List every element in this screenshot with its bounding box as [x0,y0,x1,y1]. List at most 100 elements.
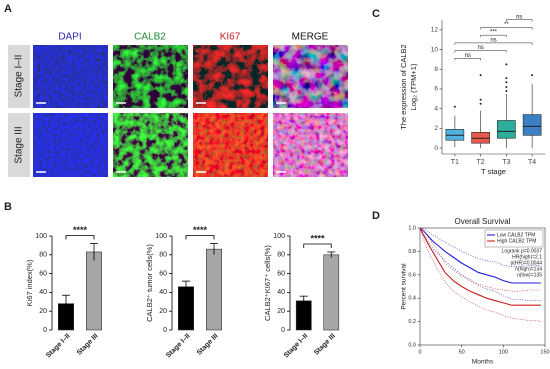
micrographs [33,45,348,177]
micrograph [193,45,268,108]
bar [323,254,340,331]
row-label: Stage I–II [14,55,25,98]
comparison-label: ns [465,53,471,59]
outlier [505,81,508,84]
x-tick-label: 100 [499,349,508,355]
y-tick-label: 4 [434,105,438,112]
y-tick-label: 0.6 [408,272,416,278]
y-axis-label: Percent survival [401,263,408,310]
scale-bars [36,102,286,173]
y-tick-label: 40 [39,289,47,296]
annotation: n(high)=134 [515,266,542,272]
bar [86,251,103,331]
y-tick-label: 0.2 [408,319,416,325]
outlier [505,63,508,66]
channel-label: KI67 [220,32,241,43]
box [522,114,542,136]
outlier [505,77,508,80]
y-tick-label: 10 [431,46,439,53]
x-tick-label: Stage I–II [45,333,72,360]
significance-label: **** [73,225,88,235]
annotation: Logrank p=0.0037 [502,248,543,254]
x-axis-label: Months [472,359,494,366]
panel-label: D [372,210,380,222]
significance-bracket [303,243,332,248]
y-tick-label: 2 [434,125,438,132]
survival-line [419,227,541,284]
micrograph [113,113,188,177]
survival-line [419,227,541,306]
comparison-label: *** [490,30,498,36]
x-tick-label: 50 [459,349,465,355]
x-axis-label: T stage [481,167,506,176]
y-tick-label: 20 [277,308,285,315]
micrograph [33,113,108,177]
y-tick-label: 0 [163,327,167,334]
micrograph [33,45,108,108]
y-tick-label: 0 [281,327,285,334]
legend-label: High CALB2 TPM [497,238,536,244]
legend-box [484,229,544,248]
y-tick-label: 60 [39,270,47,277]
y-tick-label: 20 [159,308,167,315]
y-axis-label: Ki67 index(%) [25,259,34,306]
comparison-bracket [454,42,533,45]
y-tick-label: 8 [434,66,438,73]
comparison-label: ns [477,45,483,51]
row-label-bg [8,113,30,177]
panel-label: C [372,8,380,20]
x-tick-label: T1 [451,159,459,166]
comparison-bracket [454,58,481,61]
x-tick-label: Stage III [76,333,100,357]
box [497,120,516,139]
comparison-bracket [506,19,533,22]
micrograph [193,113,268,177]
x-tick-label: T3 [502,159,510,166]
micrograph [113,45,188,108]
y-axis-label: CALB2⁺ tumor cells(%) [145,244,154,322]
y-axis-label: Log₂ (TPM+1) [409,63,418,110]
y-tick-label: 12 [431,27,439,34]
x-tick-label: T4 [528,159,536,166]
plot-frame [419,227,546,346]
x-tick-label: Stage III [196,333,220,357]
annotation: n(low)=135 [517,272,542,278]
y-tick-label: 0.4 [408,296,416,302]
significance-bracket [185,235,215,240]
y-tick-label: 80 [39,252,47,259]
outlier [479,98,482,101]
outlier [479,74,482,77]
comparison-bracket [454,50,507,53]
outlier [505,86,508,88]
channel-label: DAPI [58,32,81,43]
annotation: p(HR)=0.0044 [510,260,542,266]
outlier [505,89,508,92]
y-axis-label: The expression of CALB2 [399,44,408,129]
bar [178,286,195,331]
y-tick-label: 100 [273,233,285,240]
y-tick-label: 60 [159,270,167,277]
y-axis-label: CALB2⁺KI67⁺ cells(%) [263,245,272,321]
y-tick-label: 40 [277,289,285,296]
significance-bracket [65,235,95,240]
x-tick-label: 150 [540,349,549,355]
comparison-bracket [480,27,533,30]
y-tick-label: 60 [277,270,285,277]
x-tick-label: Stage I–II [283,333,310,360]
channel-label: MERGE [292,32,329,43]
comparison-label: ns [516,14,522,20]
y-tick-label: 80 [277,252,285,259]
legend-label: Low CALB2 TPM [497,232,535,238]
row-label-bg [8,45,30,108]
significance-label: **** [310,233,325,243]
y-tick-label: 40 [159,289,167,296]
y-tick-label: 100 [35,233,47,240]
y-tick-label: 20 [39,308,47,315]
y-tick-label: 100 [155,233,167,240]
panel-label: A [4,3,12,15]
chart-title: Overall Survival [454,217,510,226]
confidence-band [419,227,541,292]
x-tick-label: T2 [477,159,485,166]
confidence-band [419,227,541,322]
comparison-label: ** [504,22,509,28]
